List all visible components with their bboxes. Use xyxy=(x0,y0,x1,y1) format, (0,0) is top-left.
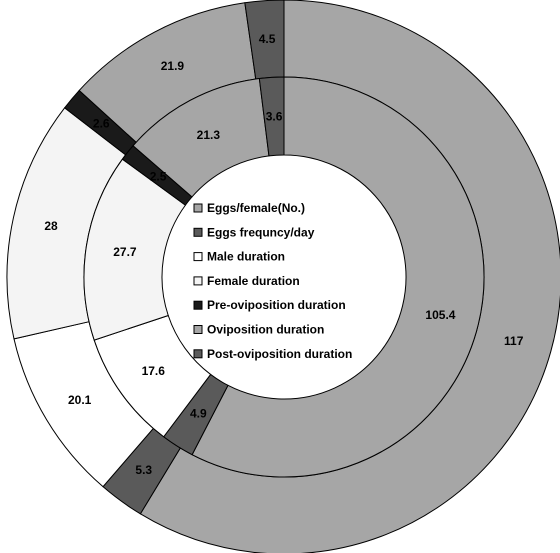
legend-label-eggs-female-no: Eggs/female(No.) xyxy=(207,201,305,215)
legend-swatch-female-duration xyxy=(193,276,203,286)
inner-label-eggs-female-no: 105.4 xyxy=(425,308,455,322)
legend-swatch-male-duration xyxy=(193,252,203,262)
outer-ring xyxy=(6,0,560,553)
outer-label-post-oviposition-duration: 5.3 xyxy=(135,463,152,477)
legend-label-eggs-frequncy-day: Eggs frequncy/day xyxy=(207,225,315,239)
outer-label-eggs-female-no: 117 xyxy=(504,334,524,348)
legend-swatch-pre-oviposition-duration xyxy=(193,300,203,310)
legend-label-pre-oviposition-duration: Pre-oviposition duration xyxy=(207,298,346,312)
inner-slice-eggs-frequncy-day xyxy=(258,76,285,157)
legend-label-oviposition-duration: Oviposition duration xyxy=(207,323,324,337)
legend-swatch-oviposition-duration xyxy=(193,325,203,334)
inner-label-pre-oviposition-duration: 2.5 xyxy=(150,170,167,184)
inner-ring xyxy=(83,76,485,478)
inner-slice-eggs-female-no xyxy=(191,76,485,478)
inner-label-oviposition-duration: 21.3 xyxy=(197,128,221,142)
outer-label-pre-oviposition-duration: 2.6 xyxy=(93,117,110,131)
legend-swatch-eggs-female-no xyxy=(193,203,203,213)
inner-label-female-duration: 27.7 xyxy=(113,245,137,259)
outer-label-male-duration: 20.1 xyxy=(68,393,92,407)
legend-label-post-oviposition-duration: Post-oviposition duration xyxy=(207,347,352,361)
inner-label-eggs-frequncy-day: 3.6 xyxy=(266,109,283,123)
legend-label-female-duration: Female duration xyxy=(207,274,300,288)
legend-swatch-eggs-frequncy-day xyxy=(193,227,203,237)
slice-labels: 117 5.3 20.1 28 2.6 21.9 4.5 105.4 4.9 17.6 27.7 2.… xyxy=(44,32,523,477)
inner-label-post-oviposition-duration: 4.9 xyxy=(190,406,207,420)
legend-label-male-duration: Male duration xyxy=(207,250,285,264)
legend-swatch-post-oviposition-duration xyxy=(193,349,203,359)
outer-label-oviposition-duration: 21.9 xyxy=(161,59,185,73)
outer-label-female-duration: 28 xyxy=(44,219,58,233)
outer-label-eggs-frequncy-day: 4.5 xyxy=(259,32,276,46)
legend: Eggs/female(No.) Eggs frequncy/day Male du… xyxy=(193,201,352,361)
inner-label-male-duration: 17.6 xyxy=(142,364,166,378)
